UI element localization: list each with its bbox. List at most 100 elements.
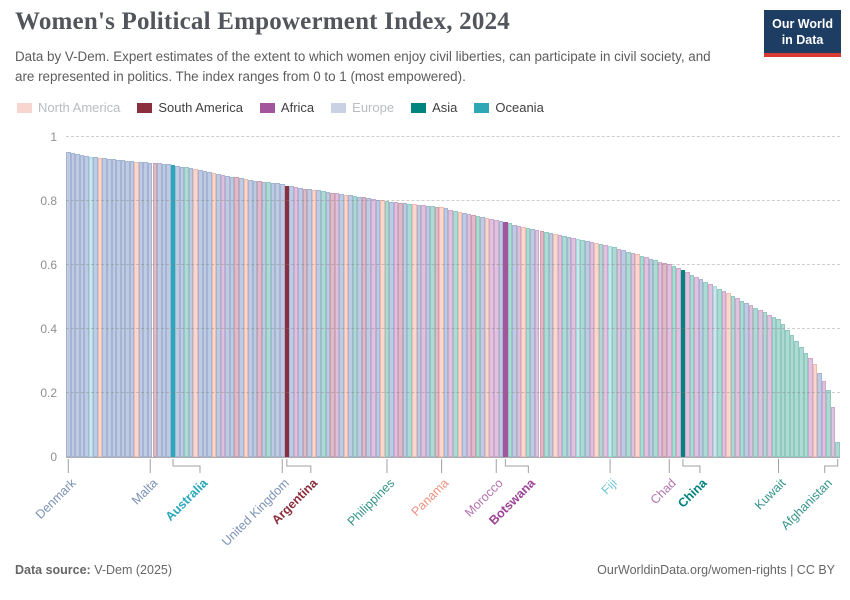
- bar[interactable]: [416, 204, 422, 457]
- bar[interactable]: [484, 217, 490, 457]
- x-axis-label-philippines[interactable]: Philippines: [344, 476, 397, 529]
- bar[interactable]: [75, 154, 80, 457]
- bar[interactable]: [407, 203, 413, 457]
- bar[interactable]: [630, 253, 636, 457]
- bar[interactable]: [111, 159, 117, 457]
- bar[interactable]: [676, 267, 681, 457]
- bar[interactable]: [352, 196, 358, 457]
- bar[interactable]: [225, 175, 230, 457]
- bar[interactable]: [229, 176, 235, 457]
- bar[interactable]: [748, 305, 754, 457]
- bar[interactable]: [343, 194, 349, 457]
- bar[interactable]: [721, 290, 727, 457]
- bar[interactable]: [207, 172, 212, 457]
- legend-item-north-america[interactable]: North America: [17, 100, 120, 115]
- bar[interactable]: [252, 180, 258, 457]
- bar[interactable]: [170, 164, 176, 457]
- bar[interactable]: [330, 192, 335, 457]
- bar[interactable]: [298, 187, 303, 457]
- bar[interactable]: [785, 329, 790, 457]
- bar[interactable]: [521, 226, 526, 457]
- bar[interactable]: [726, 293, 731, 457]
- bar[interactable]: [393, 201, 399, 457]
- bar[interactable]: [179, 166, 185, 457]
- bar[interactable]: [471, 214, 476, 457]
- bar[interactable]: [767, 314, 772, 457]
- bar[interactable]: [66, 152, 71, 457]
- bar[interactable]: [657, 261, 663, 457]
- bar[interactable]: [188, 168, 194, 457]
- bar[interactable]: [758, 310, 763, 457]
- bar[interactable]: [198, 170, 203, 457]
- bar[interactable]: [248, 179, 253, 457]
- bar[interactable]: [175, 165, 180, 457]
- bar[interactable]: [503, 222, 508, 457]
- bar[interactable]: [398, 202, 403, 457]
- bar[interactable]: [384, 201, 390, 457]
- bar[interactable]: [389, 201, 394, 457]
- bar[interactable]: [375, 199, 381, 457]
- bar[interactable]: [530, 228, 535, 457]
- bar[interactable]: [525, 227, 531, 457]
- bar[interactable]: [580, 240, 586, 457]
- bar[interactable]: [184, 167, 189, 457]
- bar[interactable]: [430, 206, 435, 457]
- bar[interactable]: [462, 212, 467, 457]
- bar[interactable]: [744, 302, 749, 457]
- bar[interactable]: [762, 312, 768, 457]
- bar[interactable]: [279, 184, 285, 457]
- bar[interactable]: [635, 254, 640, 457]
- bar[interactable]: [202, 171, 208, 457]
- x-axis-label-panama[interactable]: Panama: [408, 476, 452, 519]
- bar[interactable]: [589, 242, 595, 457]
- bar[interactable]: [275, 183, 280, 457]
- bar[interactable]: [220, 174, 226, 457]
- legend-item-oceania[interactable]: Oceania: [474, 100, 544, 115]
- bar[interactable]: [425, 205, 431, 457]
- bar[interactable]: [808, 358, 813, 457]
- bar[interactable]: [598, 244, 604, 457]
- bar[interactable]: [826, 389, 831, 457]
- bar[interactable]: [694, 276, 699, 457]
- bar[interactable]: [143, 162, 148, 457]
- bar[interactable]: [325, 192, 331, 457]
- bar[interactable]: [157, 163, 162, 457]
- bar[interactable]: [380, 200, 385, 457]
- x-axis-label-china[interactable]: China: [675, 476, 710, 511]
- bar[interactable]: [480, 217, 485, 457]
- bar[interactable]: [616, 248, 622, 457]
- x-axis-label-australia[interactable]: Australia: [162, 476, 210, 524]
- bar[interactable]: [739, 300, 745, 457]
- bar[interactable]: [626, 251, 631, 457]
- bar[interactable]: [575, 239, 581, 457]
- bar[interactable]: [507, 223, 513, 457]
- bar[interactable]: [703, 281, 708, 457]
- bar[interactable]: [334, 193, 340, 457]
- bar[interactable]: [311, 189, 317, 457]
- bar[interactable]: [97, 157, 103, 457]
- bar[interactable]: [448, 209, 453, 457]
- bar[interactable]: [557, 234, 563, 457]
- bar[interactable]: [717, 288, 722, 457]
- bar[interactable]: [234, 177, 239, 457]
- bar[interactable]: [707, 283, 713, 457]
- bar[interactable]: [603, 245, 608, 457]
- x-axis-label-kuwait[interactable]: Kuwait: [752, 476, 789, 513]
- legend-item-asia[interactable]: Asia: [411, 100, 457, 115]
- bar[interactable]: [70, 153, 76, 457]
- bar[interactable]: [803, 352, 809, 457]
- bar[interactable]: [653, 260, 658, 457]
- bar[interactable]: [698, 279, 704, 457]
- bar[interactable]: [553, 233, 558, 457]
- bar[interactable]: [544, 231, 549, 457]
- bar[interactable]: [93, 157, 98, 457]
- bar[interactable]: [361, 197, 367, 457]
- bar[interactable]: [639, 256, 645, 457]
- bar[interactable]: [161, 163, 167, 457]
- bar[interactable]: [817, 373, 822, 457]
- bar[interactable]: [789, 335, 795, 457]
- bar[interactable]: [357, 196, 362, 457]
- bar[interactable]: [512, 224, 517, 457]
- bar[interactable]: [289, 186, 294, 457]
- bar[interactable]: [776, 319, 781, 457]
